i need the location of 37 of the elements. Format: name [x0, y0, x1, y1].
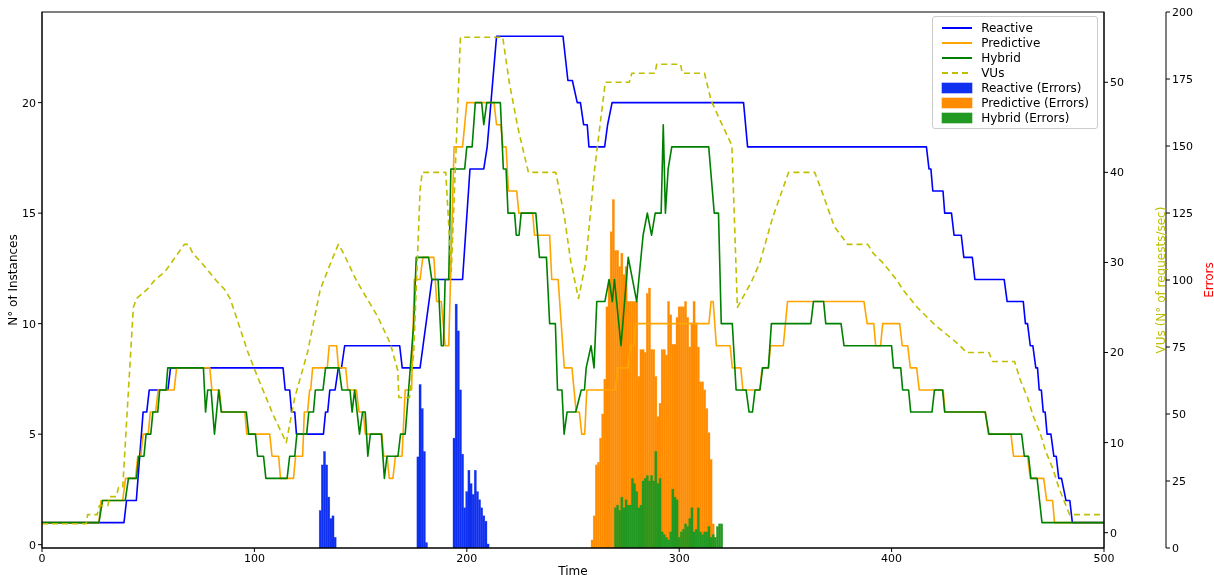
y2-tick-label: 10 [1110, 436, 1124, 450]
y3-tick-label: 0 [1172, 541, 1179, 555]
y-tick-label: 20 [22, 96, 36, 110]
y2-tick-label: 20 [1110, 346, 1124, 360]
x-tick-label: 100 [243, 551, 265, 565]
legend-label: Predictive [981, 35, 1041, 50]
y2-tick-label: 50 [1110, 76, 1124, 90]
y3-tick-label: 125 [1172, 206, 1193, 220]
y3-tick-label: 175 [1172, 72, 1193, 86]
y2-axis-title: VUs (N° of requests/sec) [1154, 206, 1169, 354]
y3-tick-label: 150 [1172, 139, 1193, 153]
legend-label: Reactive (Errors) [981, 80, 1082, 95]
y2-tick-label: 30 [1110, 256, 1124, 270]
legend-label: VUs [981, 65, 1005, 80]
x-tick-label: 300 [668, 551, 690, 565]
legend-label: Reactive [981, 20, 1033, 35]
y-tick-label: 10 [22, 317, 36, 331]
legend-label: Hybrid (Errors) [981, 110, 1070, 125]
x-tick-label: 400 [881, 551, 903, 565]
x-tick-label: 500 [1093, 551, 1115, 565]
y2-tick-label: 40 [1110, 166, 1124, 180]
legend-label: Hybrid [981, 50, 1021, 65]
y-tick-label: 0 [29, 538, 36, 552]
y-axis-title: N° of Instances [6, 234, 21, 326]
y2-tick-label: 0 [1110, 526, 1117, 540]
y3-tick-label: 50 [1172, 407, 1186, 421]
y-tick-label: 5 [29, 428, 36, 442]
x-axis-title: Time [557, 564, 588, 575]
x-tick-label: 200 [456, 551, 478, 565]
y3-tick-label: 200 [1172, 5, 1193, 19]
y-tick-label: 15 [22, 207, 36, 221]
y3-axis-title: Errors [1202, 262, 1214, 298]
y3-tick-label: 100 [1172, 273, 1193, 287]
y3-tick-label: 75 [1172, 340, 1186, 354]
legend-label: Predictive (Errors) [981, 95, 1089, 110]
y3-tick-label: 25 [1172, 474, 1186, 488]
x-tick-label: 0 [38, 551, 46, 565]
